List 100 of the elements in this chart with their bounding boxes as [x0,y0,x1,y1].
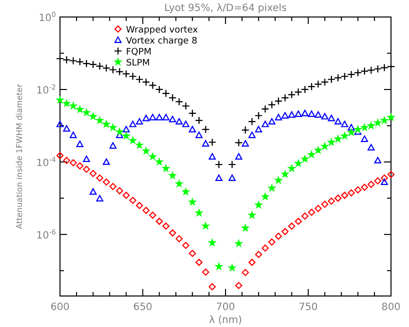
point [308,150,316,158]
point [102,120,110,128]
point [90,170,97,178]
point [155,85,164,94]
point [208,283,216,290]
point [156,218,163,225]
point [254,201,262,208]
point [300,85,309,94]
point [96,62,104,70]
x-tick-label: 800 [381,302,401,313]
point [214,160,223,169]
point [274,114,282,120]
point [235,240,242,247]
point [162,89,170,98]
x-tick-label: 750 [298,302,318,313]
point [254,112,263,120]
point [142,206,150,214]
point [195,209,203,216]
point [162,114,170,120]
point [281,170,289,178]
point [242,140,249,147]
point [308,110,316,117]
point [89,112,97,120]
point [70,159,77,166]
point [248,118,256,126]
point [109,124,117,131]
point [334,74,342,82]
point [202,125,210,134]
point [268,118,276,125]
point [374,64,382,73]
point [96,194,104,202]
point [248,258,256,266]
point [176,235,183,242]
point [340,132,348,140]
point [82,59,91,68]
point [274,96,283,106]
point [182,188,190,196]
point [108,66,118,74]
point [162,222,170,230]
point [360,135,368,142]
point [301,155,309,162]
point [348,189,355,196]
point [194,116,204,124]
point [234,138,243,147]
point [294,218,302,225]
point [321,200,328,208]
point [380,116,388,124]
point [56,54,64,63]
chart-title: Lyot 95%, λ/D=64 pixels [164,3,287,14]
point [182,120,190,128]
point [129,196,136,204]
point [348,124,355,130]
point [367,122,375,129]
point [360,67,369,76]
point [320,78,329,86]
point [182,102,190,110]
y-axis-title: Attenuation inside 1FWHM diameter [15,83,24,229]
point [327,75,336,84]
point [308,208,316,216]
point [262,192,269,200]
point [70,132,77,138]
point [188,198,196,206]
point [76,106,84,113]
legend-label: Wrapped vortex [126,26,199,36]
point [368,180,375,188]
point [148,152,156,160]
point [102,64,110,72]
point [135,75,144,84]
point [149,212,156,219]
point [116,68,124,76]
point [82,156,90,162]
point [63,125,70,132]
point [374,156,382,164]
point [268,238,276,246]
point [255,126,262,132]
point [116,187,124,194]
x-tick-label: 700 [216,302,236,313]
point [294,88,302,96]
point [367,66,376,74]
point [82,108,90,116]
point [268,184,276,192]
point [122,132,130,140]
point [228,174,236,181]
point [235,153,242,160]
point [282,112,289,119]
point [168,172,176,179]
point [89,60,98,69]
legend-label: FQPM [126,48,152,58]
point [70,102,77,110]
point [142,78,150,86]
point [348,128,355,136]
point [156,114,163,120]
point [262,244,269,252]
point [109,142,117,149]
point [188,250,196,257]
point [162,164,170,172]
point [301,212,308,220]
point [96,174,104,182]
point [268,100,276,109]
point [274,232,282,240]
